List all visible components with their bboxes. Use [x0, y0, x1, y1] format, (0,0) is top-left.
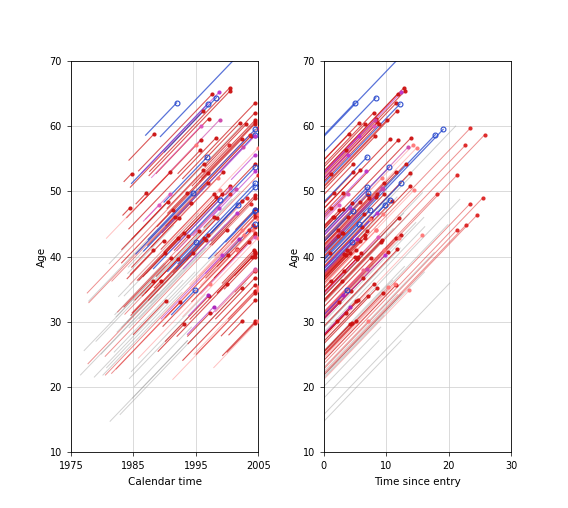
X-axis label: Time since entry: Time since entry — [374, 477, 461, 487]
Y-axis label: Age: Age — [290, 246, 300, 267]
Y-axis label: Age: Age — [37, 246, 47, 267]
X-axis label: Calendar time: Calendar time — [128, 477, 202, 487]
